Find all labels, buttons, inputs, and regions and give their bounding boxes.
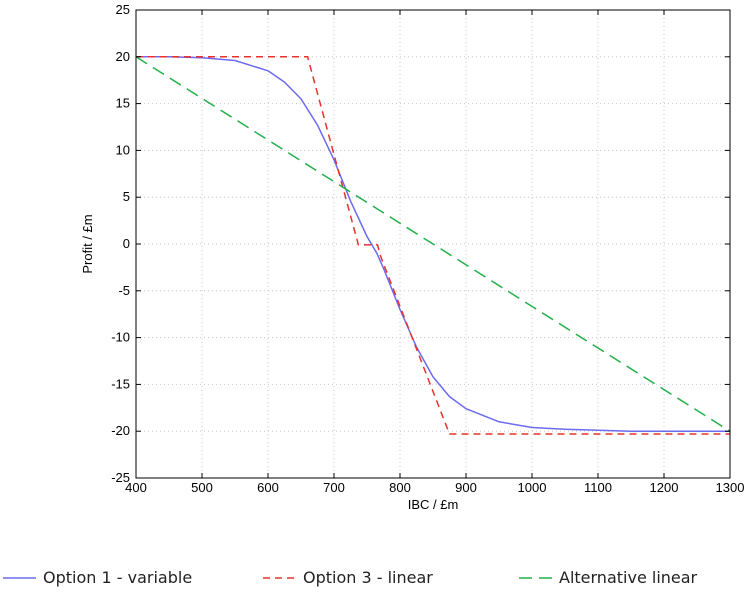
legend-label-2: Option 3 - linear <box>303 568 433 587</box>
x-tick-label: 900 <box>455 480 477 495</box>
legend: Option 1 - variable Option 3 - linear Alte… <box>3 568 698 587</box>
y-tick-label: -10 <box>111 330 130 345</box>
legend-label-1: Option 1 - variable <box>43 568 192 587</box>
x-tick-label: 1300 <box>716 480 745 495</box>
axis-ticks: 400 500 600 700 800 900 1000 1100 1200 1300 -25 -20… <box>111 2 744 495</box>
y-tick-label: 15 <box>116 96 130 111</box>
y-tick-label: 0 <box>123 236 130 251</box>
x-tick-label: 1200 <box>650 480 679 495</box>
x-tick-label: 600 <box>257 480 279 495</box>
legend-label-3: Alternative linear <box>559 568 698 587</box>
series-line-3 <box>135 56 731 432</box>
x-tick-label: 700 <box>323 480 345 495</box>
y-tick-label: 5 <box>123 189 130 204</box>
series-line-2 <box>136 56 730 435</box>
y-tick-label: -25 <box>111 470 130 485</box>
y-tick-label: -5 <box>118 283 130 298</box>
y-tick-label: 10 <box>116 142 130 157</box>
x-tick-label: 500 <box>191 480 213 495</box>
series-line-1 <box>136 56 730 432</box>
y-tick-label: 25 <box>116 2 130 17</box>
x-tick-label: 1100 <box>584 480 612 495</box>
x-tick-label: 1000 <box>518 480 547 495</box>
series-lines <box>135 56 731 435</box>
y-axis-title: Profit / £m <box>80 214 95 273</box>
x-tick-label: 800 <box>389 480 411 495</box>
y-tick-label: 20 <box>116 49 130 64</box>
x-axis-title: IBC / £m <box>408 497 459 512</box>
y-tick-label: -15 <box>111 376 130 391</box>
x-tick-label: 400 <box>125 480 147 495</box>
y-tick-label: -20 <box>111 423 130 438</box>
